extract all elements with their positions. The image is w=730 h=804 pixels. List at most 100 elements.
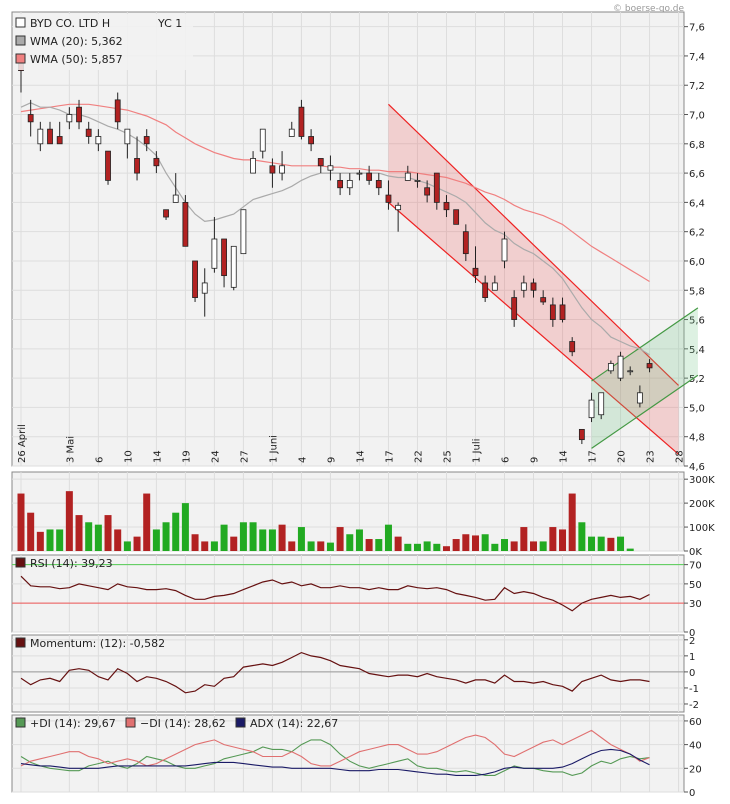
volume-bar	[375, 539, 383, 551]
price-legend-swatch	[15, 35, 26, 46]
price-axis-tick-label: 5,6	[689, 316, 705, 327]
candle-body	[385, 194, 392, 203]
volume-bar	[268, 529, 276, 551]
candle-body	[337, 180, 344, 189]
x-tick-label: 14	[152, 450, 163, 463]
momentum-axis-tick-label: 2	[689, 636, 695, 647]
rsi-panel-frame	[11, 554, 685, 633]
x-tick-label: 20	[617, 450, 628, 463]
volume-bar	[17, 493, 25, 551]
candle-body	[346, 180, 353, 189]
candle-body	[453, 209, 460, 225]
volume-axis-tick-label: 0K	[689, 547, 702, 558]
candle-body	[192, 260, 198, 298]
volume-bar	[201, 541, 209, 551]
volume-bar	[626, 548, 634, 551]
volume-bar	[94, 524, 102, 551]
volume-bar	[36, 531, 44, 551]
volume-bar	[152, 529, 160, 551]
price-axis-tick-label: 6,8	[689, 140, 705, 151]
dmi-legend-swatch	[125, 717, 136, 728]
dmi-axis-tick-label: 0	[689, 788, 695, 799]
volume-bar	[568, 493, 576, 551]
candle-body	[549, 304, 556, 320]
volume-bar	[317, 541, 325, 551]
rsi-swatch	[15, 557, 26, 568]
price-axis-tick-label: 4,6	[689, 462, 705, 473]
x-tick-label: 1 Juni	[268, 435, 279, 463]
candle-body	[375, 180, 382, 189]
candle-body	[114, 99, 121, 123]
volume-bar	[75, 515, 83, 551]
candle-body	[424, 187, 431, 196]
candle-body	[56, 136, 63, 145]
candle-body	[105, 150, 111, 181]
x-tick-label: 24	[210, 450, 221, 463]
candle-body	[559, 304, 566, 320]
price-axis-tick-label: 6,2	[689, 228, 705, 239]
volume-bar	[46, 529, 54, 551]
volume-bar	[114, 529, 122, 551]
price-legend-label: WMA (50): 5,857	[30, 53, 123, 66]
price-legend-bg	[13, 14, 193, 70]
candle-body	[356, 172, 363, 175]
x-tick-label: 9	[326, 457, 337, 463]
volume-bar	[607, 537, 615, 551]
volume-bar	[365, 539, 373, 551]
candle-body	[569, 341, 576, 353]
price-axis-tick-label: 5,2	[689, 374, 705, 385]
price-legend-swatch	[15, 17, 26, 28]
volume-bar	[578, 522, 586, 551]
volume-bar	[549, 527, 557, 551]
candle-body	[172, 194, 179, 203]
candle-body	[163, 209, 169, 218]
volume-bar	[191, 534, 199, 551]
candle-body	[230, 245, 237, 288]
wma50-line	[20, 103, 650, 283]
candle-body	[482, 282, 489, 298]
momentum-axis-tick-label: 0	[689, 668, 695, 679]
candle-body	[298, 106, 305, 137]
x-tick-label: 14	[559, 450, 570, 463]
candle-body	[250, 158, 256, 174]
x-tick-label: 3 Mai	[65, 436, 76, 463]
volume-bar	[404, 543, 412, 551]
volume-bar	[510, 541, 518, 551]
x-tick-label: 22	[413, 450, 424, 463]
candle-body	[153, 158, 160, 167]
candle-body	[66, 114, 73, 123]
candle-body	[27, 114, 34, 123]
x-tick-label: 17	[588, 450, 599, 463]
volume-bar	[133, 536, 141, 551]
price-axis-tick-label: 6,4	[689, 198, 705, 209]
volume-axis-tick-label: 200K	[689, 499, 715, 510]
x-tick-label: 28	[675, 450, 686, 463]
rsi-axis-tick-label: 30	[689, 599, 702, 610]
volume-bar	[471, 535, 479, 551]
volume-axis-tick-label: 100K	[689, 523, 715, 534]
rsi-axis-tick-label: 50	[689, 580, 702, 591]
watermark: © boerse-go.de	[613, 4, 684, 14]
price-axis-tick-label: 5,0	[689, 403, 705, 414]
volume-bar	[104, 515, 112, 551]
x-tick-label: 4	[297, 457, 308, 463]
volume-bar	[617, 536, 625, 551]
volume-bar	[559, 529, 567, 551]
volume-bar	[65, 491, 73, 551]
volume-bar	[181, 503, 189, 551]
x-tick-label: 17	[384, 450, 395, 463]
candle-body	[491, 282, 498, 291]
volume-bar	[27, 512, 35, 551]
rsi-axis-tick-label: 70	[689, 561, 702, 572]
green-channel-fill	[591, 307, 698, 449]
candle-body	[308, 136, 315, 145]
candle-body	[520, 282, 527, 291]
x-tick-label: 27	[239, 450, 250, 463]
volume-bar	[346, 534, 354, 551]
volume-axis-tick-label: 300K	[689, 475, 715, 486]
volume-bar	[326, 542, 334, 551]
dmi-legend-swatch	[235, 717, 246, 728]
candle-body	[143, 136, 150, 145]
candle-body	[646, 363, 653, 369]
candle-body	[443, 201, 450, 211]
